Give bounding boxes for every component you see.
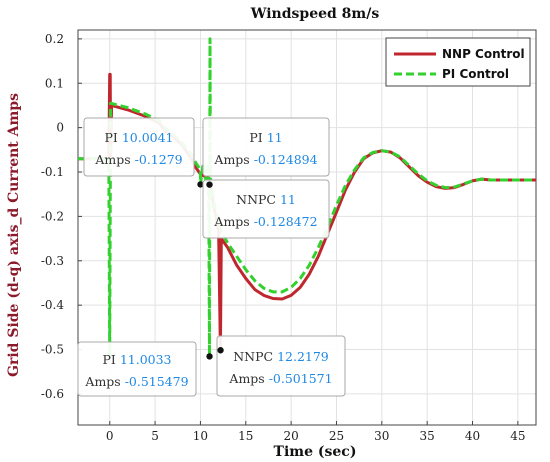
datatip-y-line: Amps -0.501571 [228,371,332,386]
datatip-y-label: Amps [213,152,253,167]
datatip: PI 10.0041 Amps -0.1279 [83,117,195,177]
datatip: NNPC 12.2179 Amps -0.501571 [216,335,346,397]
datatip-x-line: PI 11.0033 [102,352,171,367]
datatip-x-label: PI [104,130,121,145]
datatip-x-value: 11 [267,130,283,145]
x-tick-label: 25 [329,429,344,443]
y-tick-label: -0.6 [41,387,64,401]
datatip-x-label: PI [102,352,119,367]
legend: NNP Control PI Control [385,37,531,87]
datatip-box [202,117,330,177]
datatip-y-line: Amps -0.124894 [213,152,317,167]
y-tick-label: 0.2 [45,32,64,46]
datatip-box [202,179,330,239]
x-tick-label: 0 [106,429,114,443]
datatip-x-label: NNPC [236,192,280,207]
x-tick-label: 15 [238,429,253,443]
datatip-y-line: Amps -0.515479 [84,374,188,389]
datatip-x-line: NNPC 11 [236,192,296,207]
x-tick-label: 10 [193,429,208,443]
datatip-box [83,117,195,177]
y-tick-label: 0.1 [45,76,64,90]
x-tick-label: 45 [510,429,525,443]
datatip-y-label: Amps [228,371,268,386]
legend-label: NNP Control [442,47,525,61]
y-tick-label: -0.3 [41,254,64,268]
datatip-y-label: Amps [94,152,134,167]
datatip-x-value: 12.2179 [277,349,329,364]
datatip-y-value: -0.128472 [254,214,318,229]
datatip: PI 11.0033 Amps -0.515479 [77,341,197,397]
datatip-y-value: -0.501571 [269,371,333,386]
legend-label: PI Control [442,67,509,81]
datatip-y-value: -0.124894 [254,152,318,167]
datatip-x-value: 11 [280,192,296,207]
datatip-x-value: 10.0041 [122,130,174,145]
y-tick-label: -0.2 [41,209,64,223]
x-axis-label: Time (sec) [274,444,357,460]
x-tick-label: 35 [420,429,435,443]
y-tick-label: -0.1 [41,165,64,179]
datatip-x-label: NNPC [233,349,277,364]
datatip-x-line: NNPC 12.2179 [233,349,329,364]
datatip-x-value: 11.0033 [120,352,172,367]
datatip: NNPC 11 Amps -0.128472 [202,179,330,239]
datatip-y-line: Amps -0.128472 [213,214,317,229]
datatip-x-line: PI 10.0041 [104,130,173,145]
datatip-y-label: Amps [84,374,124,389]
datatip-y-line: Amps -0.1279 [94,152,182,167]
datatip-y-label: Amps [213,214,253,229]
datatip-box [216,335,346,397]
datatip-y-value: -0.1279 [135,152,183,167]
y-tick-label: 0 [56,121,64,135]
y-axis-label: Grid Side (d-q) axis_d Current Amps [6,93,22,377]
datatip-marker [206,181,213,188]
datatip-marker [197,181,204,188]
datatip-marker [217,347,224,354]
annotations: PI 10.0041 Amps -0.1279 PI 11 Amps -0.12489… [77,117,346,397]
plot-frame [77,29,537,426]
y-tick-label: -0.5 [41,343,64,357]
datatip-box [77,341,197,397]
datatip-marker [206,353,213,360]
datatip: PI 11 Amps -0.124894 [202,117,330,177]
x-tick-label: 30 [374,429,389,443]
x-tick-label: 5 [151,429,159,443]
y-tick-label: -0.4 [41,298,65,312]
x-tick-label: 40 [465,429,480,443]
datatip-x-line: PI 11 [249,130,282,145]
axes: 0 5 10 15 20 25 30 35 40 45 0.2 0.1 0 -0.1 -0.2 -0.3 -0.… [41,29,537,443]
datatip-x-label: PI [249,130,266,145]
legend-box [385,37,531,87]
chart-title: Windspeed 8m/s [250,6,380,22]
datatip-y-value: -0.515479 [125,374,189,389]
x-tick-label: 20 [283,429,298,443]
